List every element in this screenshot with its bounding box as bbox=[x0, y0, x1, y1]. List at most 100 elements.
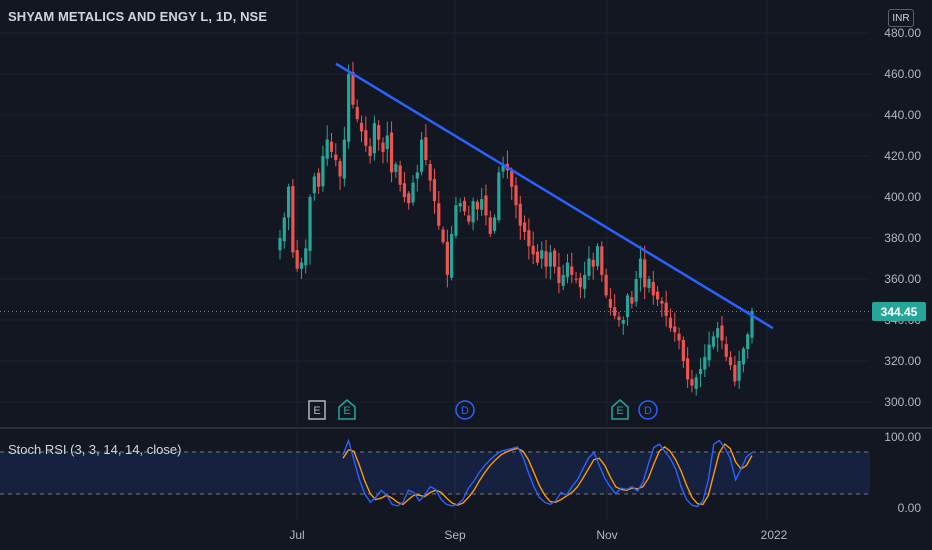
candle bbox=[338, 158, 342, 190]
event-letter: E bbox=[616, 405, 623, 417]
candle-body bbox=[432, 178, 437, 202]
candle bbox=[364, 116, 368, 152]
candle bbox=[488, 210, 492, 237]
indicator-axis-label: 0.00 bbox=[898, 501, 922, 515]
candle bbox=[544, 239, 548, 279]
candle bbox=[707, 331, 711, 367]
candle-body bbox=[428, 163, 432, 181]
candle-body bbox=[664, 302, 668, 316]
candle-body bbox=[329, 141, 334, 152]
candle-body bbox=[583, 274, 587, 289]
candle bbox=[385, 121, 389, 163]
symbol-title[interactable]: SHYAM METALICS AND ENGY L, 1D, NSE bbox=[8, 9, 268, 24]
trendline[interactable] bbox=[335, 62, 774, 330]
candle-body bbox=[368, 146, 372, 156]
candle bbox=[312, 172, 316, 201]
candle-body bbox=[295, 250, 299, 269]
candle bbox=[595, 243, 600, 271]
candle-body bbox=[286, 186, 291, 218]
candle-body bbox=[454, 205, 458, 236]
candle bbox=[501, 156, 505, 179]
candle-body bbox=[347, 74, 351, 142]
currency-button[interactable]: INR bbox=[888, 9, 914, 27]
candle bbox=[750, 307, 754, 344]
candle-body bbox=[733, 364, 737, 382]
candle bbox=[325, 125, 329, 167]
event-marker-plain[interactable]: E bbox=[308, 400, 326, 420]
candle bbox=[656, 286, 660, 306]
candle bbox=[407, 191, 411, 210]
candle-body bbox=[673, 326, 677, 333]
candle bbox=[467, 205, 471, 225]
candle-body bbox=[381, 142, 385, 152]
price-axis-label: 400.00 bbox=[884, 190, 921, 204]
candle-body bbox=[467, 215, 471, 222]
candle bbox=[681, 336, 685, 368]
candle bbox=[402, 172, 407, 203]
candle bbox=[557, 252, 561, 294]
event-marker-dividend[interactable]: D bbox=[455, 400, 475, 420]
candle-body bbox=[389, 132, 394, 173]
candle-body bbox=[595, 246, 600, 267]
candle bbox=[441, 226, 445, 245]
candle-body bbox=[437, 203, 441, 226]
candle bbox=[514, 177, 518, 219]
candle bbox=[608, 287, 612, 316]
price-axis: 480.00 460.00 440.00 420.00 400.00 380.00 360.… bbox=[884, 26, 921, 409]
event-letter: D bbox=[461, 405, 469, 417]
candle bbox=[424, 124, 428, 166]
candle bbox=[475, 199, 479, 221]
event-marker-earnings[interactable]: E bbox=[611, 399, 629, 420]
candle-body bbox=[321, 156, 325, 187]
candle bbox=[630, 290, 634, 309]
candle bbox=[574, 271, 578, 284]
candle bbox=[634, 270, 638, 307]
candle bbox=[540, 241, 544, 269]
candle bbox=[445, 229, 449, 288]
candle bbox=[746, 332, 750, 359]
candle bbox=[720, 316, 724, 350]
candle bbox=[647, 275, 651, 293]
candle-body bbox=[570, 266, 574, 275]
candle-body bbox=[660, 300, 664, 304]
time-axis-label: Nov bbox=[596, 528, 617, 542]
candle bbox=[698, 357, 703, 388]
event-marker-dividend[interactable]: D bbox=[638, 400, 658, 420]
candle bbox=[561, 264, 565, 291]
candle-body bbox=[407, 193, 411, 204]
candle-body bbox=[299, 262, 304, 269]
candle-body bbox=[522, 222, 527, 232]
candle bbox=[321, 145, 325, 192]
event-marker-earnings[interactable]: E bbox=[338, 399, 356, 420]
candle bbox=[741, 346, 746, 373]
candle bbox=[334, 143, 338, 167]
candle bbox=[711, 331, 715, 350]
candle bbox=[668, 308, 673, 332]
candle-body bbox=[445, 241, 449, 275]
candle bbox=[518, 196, 522, 240]
candle bbox=[613, 294, 617, 320]
candle bbox=[673, 312, 677, 342]
candle-body bbox=[656, 291, 660, 300]
earnings-icon bbox=[611, 399, 629, 420]
candle-body bbox=[707, 344, 711, 361]
candle-body bbox=[535, 251, 540, 263]
candle-body bbox=[557, 266, 561, 284]
candle-body bbox=[420, 139, 424, 172]
candle-body bbox=[681, 339, 685, 361]
candle bbox=[432, 168, 437, 214]
candle-body bbox=[471, 201, 475, 223]
price-axis-label: 360.00 bbox=[884, 272, 921, 286]
candle bbox=[368, 138, 372, 164]
candle-body bbox=[540, 250, 544, 259]
candle-body bbox=[278, 238, 282, 251]
candle bbox=[372, 115, 376, 161]
candle bbox=[278, 229, 282, 260]
candle bbox=[304, 239, 308, 274]
candle bbox=[733, 355, 737, 387]
event-icon bbox=[308, 400, 326, 420]
indicator-label[interactable]: Stoch RSI (3, 3, 14, 14, close) bbox=[8, 442, 182, 457]
candle bbox=[724, 336, 728, 361]
candle-body bbox=[565, 262, 570, 278]
